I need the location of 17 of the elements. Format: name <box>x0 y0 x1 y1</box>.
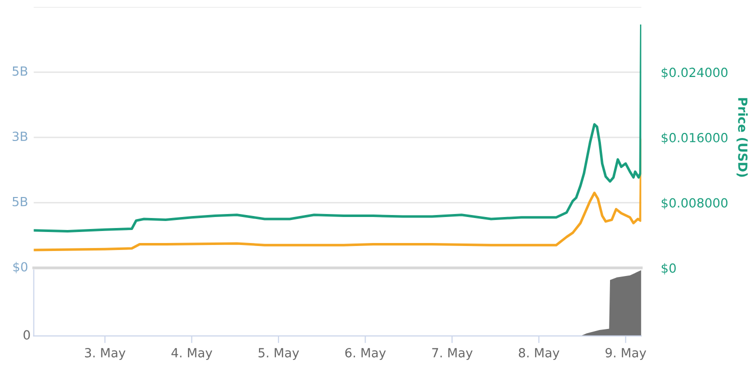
text: $0 <box>13 262 28 274</box>
text: 0 <box>24 330 30 340</box>
y-tick-label: $0 <box>662 263 676 274</box>
y-tick-label: $0.008000 <box>662 198 728 210</box>
text: 5B <box>12 197 28 206</box>
x-tick-label: 5. May <box>258 348 299 360</box>
text: 3B <box>12 132 28 142</box>
x-tick-label: 3. May <box>85 348 126 360</box>
x-tick-label: 7. May <box>432 348 473 360</box>
x-tick-label: 6. May <box>345 348 386 360</box>
y-tick-label: $0.024000 <box>662 67 728 79</box>
y-tick-label: $0.016000 <box>662 132 728 144</box>
x-tick-label: 4. May <box>171 348 212 360</box>
text: 5B <box>12 66 28 76</box>
y-axis-title: Price (USD) <box>736 98 748 177</box>
x-tick-label: 9. May <box>606 348 646 360</box>
x-tick-label: 8. May <box>518 348 560 360</box>
